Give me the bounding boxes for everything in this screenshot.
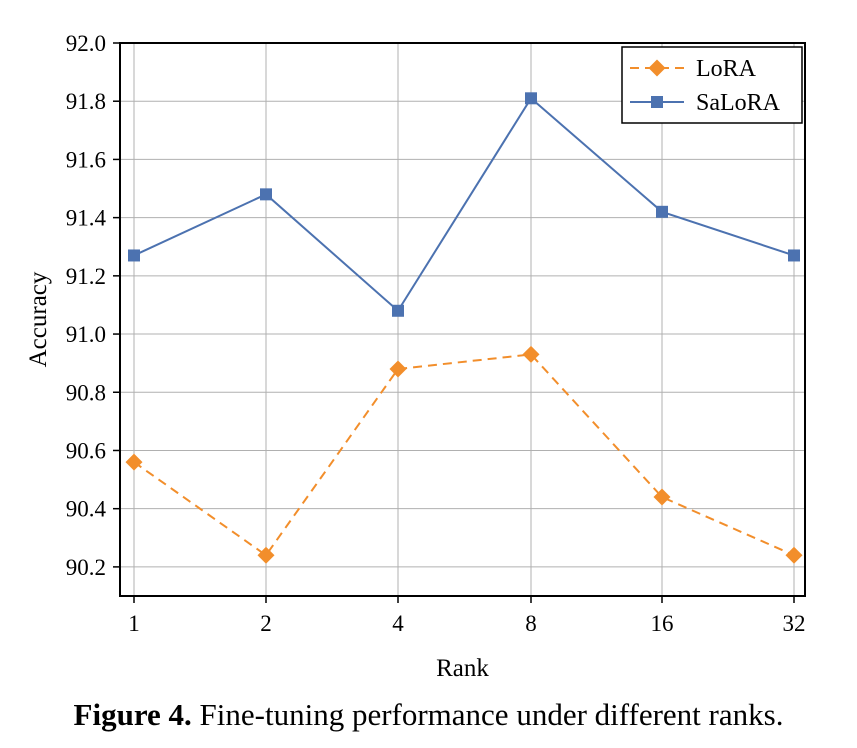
lora-point [257,546,275,564]
x-tick-label: 4 [392,611,404,636]
y-tick-label: 91.6 [66,147,106,172]
series-layer [125,92,803,564]
series-salora [128,92,800,317]
y-tick-label: 91.0 [66,322,106,347]
y-tick-label: 91.2 [66,264,106,289]
legend-salora-marker [651,96,663,108]
series-lora [125,345,803,564]
x-axis-label: Rank [436,655,489,682]
lora-point [522,345,540,363]
y-axis-label: Accuracy [25,271,52,367]
figure-caption: Figure 4. Fine-tuning performance under … [0,690,857,740]
x-tick-label: 1 [128,611,140,636]
y-tick-label: 90.2 [66,555,106,580]
x-tick-label: 2 [260,611,272,636]
x-tick-label: 32 [783,611,806,636]
lora-line [133,353,795,557]
y-tick-label: 90.4 [66,497,107,522]
y-tick-label: 90.6 [66,438,106,463]
legend: LoRA SaLoRA [621,46,803,124]
salora-line [133,96,795,313]
salora-point [525,92,537,105]
x-tick-label: 16 [651,611,674,636]
legend-lora-marker [648,59,666,77]
lora-point [785,546,803,564]
y-tick-label: 90.8 [66,380,106,405]
salora-point [128,249,140,262]
y-tick-label: 91.8 [66,89,106,114]
y-tick-label: 91.4 [66,206,107,231]
legend-salora-label: SaLoRA [696,90,781,116]
x-tick-label: 8 [525,611,537,636]
axis-ticks: 1 2 4 8 16 32 90.2 90.4 90.6 90.8 91.0 91.2 91.4 91.6… [66,31,806,636]
line-chart: 1 2 4 8 16 32 90.2 90.4 90.6 90.8 91.0 91.2 91.4 91.6… [25,31,806,682]
legend-lora-label: LoRA [696,56,757,82]
lora-point [653,488,671,506]
lora-point [125,453,143,471]
salora-point [392,304,404,317]
plot-frame [119,42,806,597]
salora-point [656,205,668,218]
lora-point [389,360,407,378]
y-tick-label: 92.0 [66,31,106,56]
legend-box [621,46,803,124]
salora-point [788,249,800,262]
figure-caption-label: Figure 4. [73,697,192,732]
figure-caption-text: Fine-tuning performance under different … [191,697,784,732]
grid [120,42,805,596]
salora-point [260,188,272,201]
